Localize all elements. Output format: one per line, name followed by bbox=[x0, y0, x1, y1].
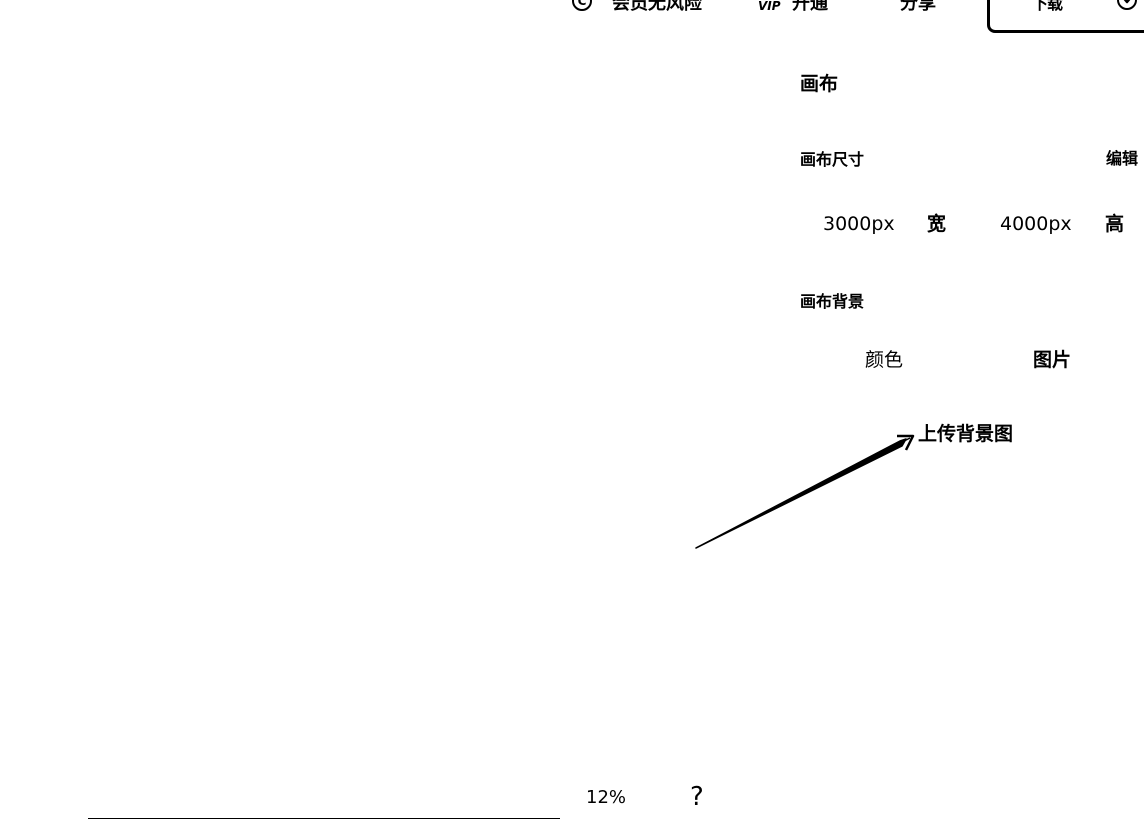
copyright-symbol: C bbox=[577, 0, 587, 8]
vip-icon: VIP bbox=[758, 0, 781, 13]
canvas-width-input[interactable]: 3000px bbox=[823, 213, 895, 235]
member-risk-free-label[interactable]: 会员无风险 bbox=[612, 0, 702, 14]
share-button[interactable]: 分享 bbox=[900, 0, 936, 14]
canvas-background-label: 画布背景 bbox=[800, 292, 865, 311]
download-button[interactable] bbox=[987, 0, 1144, 33]
canvas-size-label: 画布尺寸 bbox=[800, 150, 865, 169]
height-label: 高 bbox=[1105, 213, 1125, 235]
canvas-height-input[interactable]: 4000px bbox=[1000, 213, 1072, 235]
width-label: 宽 bbox=[927, 213, 947, 235]
help-icon[interactable]: ? bbox=[690, 782, 704, 812]
background-image-tab[interactable]: 图片 bbox=[1033, 349, 1072, 371]
open-vip-button[interactable]: 开通 bbox=[792, 0, 828, 14]
bottom-divider bbox=[88, 818, 560, 819]
upload-background-button[interactable]: 上传背景图 bbox=[918, 423, 1014, 445]
edit-size-button[interactable]: 编辑 bbox=[1106, 149, 1139, 168]
background-color-tab[interactable]: 颜色 bbox=[865, 349, 904, 371]
download-label: 下载 bbox=[1032, 0, 1063, 13]
panel-title: 画布 bbox=[800, 73, 839, 95]
zoom-level[interactable]: 12% bbox=[586, 787, 627, 808]
